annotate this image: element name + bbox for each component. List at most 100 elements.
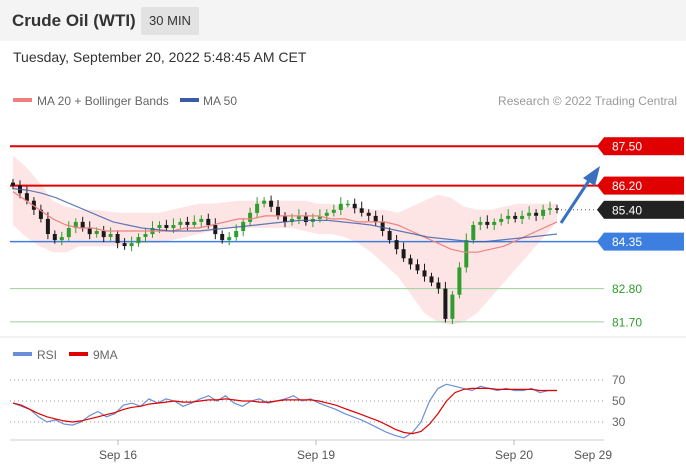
candle-body-69 [492, 221, 497, 225]
header-bar: Crude Oil (WTI) 30 MIN [0, 0, 686, 41]
candle-body-13 [101, 231, 106, 238]
instrument-title: Crude Oil (WTI) [12, 11, 136, 30]
x-tick-sep29: Sep 29 [574, 448, 612, 462]
candle-body-8 [66, 228, 71, 238]
level-label-0: 87.50 [612, 140, 642, 154]
candle-body-47 [338, 203, 343, 210]
candle-body-75 [534, 212, 539, 216]
candle-body-7 [59, 237, 64, 241]
candle-body-44 [317, 215, 322, 219]
candle-body-45 [324, 212, 329, 216]
candle-body-16 [122, 243, 127, 247]
candle-body-0 [11, 182, 15, 186]
rsi-layer [12, 383, 557, 439]
forecast-arrow [559, 166, 600, 224]
candle-body-23 [171, 225, 176, 228]
level-tag-0 [604, 137, 684, 156]
candle-body-72 [513, 215, 518, 219]
candle-body-67 [478, 221, 483, 225]
date-line: Tuesday, September 20, 2022 5:48:45 AM C… [13, 49, 307, 65]
timeframe-badge[interactable]: 30 MIN [141, 7, 199, 35]
candle-body-63 [450, 294, 455, 319]
candle-body-78 [555, 208, 559, 210]
candle-body-2 [24, 193, 29, 201]
ma20-line [12, 191, 558, 253]
candle-body-61 [436, 282, 441, 289]
candle-body-18 [136, 237, 141, 244]
level-tag-tip-2 [597, 200, 604, 219]
candle-body-21 [157, 225, 162, 228]
candle-body-41 [296, 215, 301, 219]
x-tick-sep20: Sep 20 [495, 448, 533, 462]
candle-body-52 [373, 215, 378, 222]
level-tag-tip-1 [597, 176, 604, 195]
level-lines-layer: 87.50 86.20 85.40 84.35 82.80 81.70 [10, 137, 684, 329]
candle-body-32 [234, 231, 239, 238]
candle-body-70 [499, 218, 504, 222]
candle-body-64 [457, 267, 462, 295]
bollinger-band-fill [13, 155, 557, 325]
ma50-line [12, 188, 558, 243]
rsi-tick-50: 50 [612, 394, 626, 408]
level-tag-1 [604, 176, 684, 195]
candle-body-46 [331, 209, 336, 213]
candle-body-35 [255, 203, 260, 213]
candle-body-22 [164, 225, 169, 228]
candle-body-48 [345, 203, 350, 206]
candle-body-28 [206, 218, 211, 225]
moving-average-layer [12, 188, 558, 253]
candle-body-31 [227, 237, 232, 241]
candle-body-30 [220, 234, 225, 241]
level-tag-tip-0 [597, 137, 604, 156]
legend-swatch-bollinger [13, 98, 32, 102]
candle-body-60 [429, 276, 434, 283]
rsi-line [12, 383, 557, 439]
legend-label-ma50: MA 50 [203, 94, 237, 108]
level-tag-tip-3 [597, 232, 604, 251]
level-label-3: 84.35 [612, 235, 642, 249]
candle-body-53 [380, 221, 385, 231]
candle-body-71 [506, 215, 511, 219]
candle-body-57 [408, 258, 413, 265]
candle-body-10 [80, 221, 85, 228]
credit-text: Research © 2022 Trading Central [498, 94, 677, 108]
candle-body-27 [199, 218, 204, 222]
candle-body-62 [443, 288, 448, 319]
candle-body-56 [401, 249, 406, 259]
legend-swatch-ma50 [180, 98, 199, 102]
candle-body-15 [115, 234, 120, 244]
candle-body-73 [520, 215, 525, 219]
candle-body-66 [471, 225, 476, 241]
candle-body-34 [248, 212, 253, 222]
candle-body-58 [415, 264, 420, 271]
level-label-5: 81.70 [612, 315, 642, 329]
candle-body-38 [276, 206, 280, 216]
candle-body-19 [143, 234, 148, 237]
candle-body-50 [359, 208, 364, 213]
candle-body-37 [269, 200, 274, 207]
level-tag-2 [604, 200, 684, 219]
candle-body-11 [87, 228, 92, 235]
candle-body-65 [464, 240, 469, 268]
candle-body-49 [352, 203, 357, 209]
candle-body-42 [303, 215, 308, 222]
candles-layer [11, 178, 559, 324]
legend-swatch-ma9 [69, 352, 88, 356]
level-label-1: 86.20 [612, 179, 642, 193]
candle-body-68 [485, 221, 490, 225]
candle-body-36 [262, 200, 267, 204]
candle-body-39 [283, 215, 287, 222]
legend-label-ma9: 9MA [93, 348, 118, 362]
legend-label-bollinger: MA 20 + Bollinger Bands [37, 94, 169, 108]
level-label-2: 85.40 [612, 203, 642, 217]
x-tick-sep19: Sep 19 [297, 448, 335, 462]
legend-swatch-rsi [13, 352, 32, 356]
rsi-tick-70: 70 [612, 373, 626, 387]
legend-label-rsi: RSI [37, 348, 57, 362]
candle-body-25 [185, 221, 190, 225]
rsi-tick-30: 30 [612, 415, 626, 429]
chart-area: MA 20 + Bollinger Bands MA 50 Research ©… [0, 94, 686, 462]
candle-body-74 [527, 212, 532, 216]
candle-body-9 [73, 221, 78, 228]
x-tick-sep16: Sep 16 [99, 448, 137, 462]
